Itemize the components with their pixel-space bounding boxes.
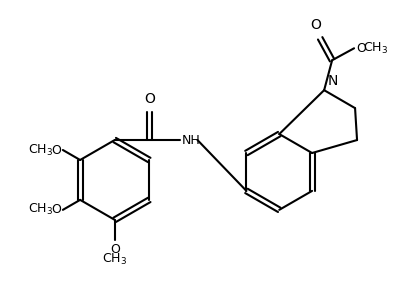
Text: NH: NH <box>182 134 200 147</box>
Text: CH$_3$: CH$_3$ <box>28 143 53 158</box>
Text: N: N <box>327 74 338 88</box>
Text: O: O <box>51 203 61 216</box>
Text: O: O <box>110 243 120 256</box>
Text: O: O <box>356 42 366 55</box>
Text: O: O <box>51 144 61 156</box>
Text: CH$_3$: CH$_3$ <box>363 41 388 56</box>
Text: O: O <box>311 18 322 32</box>
Text: CH$_3$: CH$_3$ <box>102 252 127 267</box>
Text: CH$_3$: CH$_3$ <box>28 202 53 217</box>
Text: O: O <box>144 92 155 106</box>
